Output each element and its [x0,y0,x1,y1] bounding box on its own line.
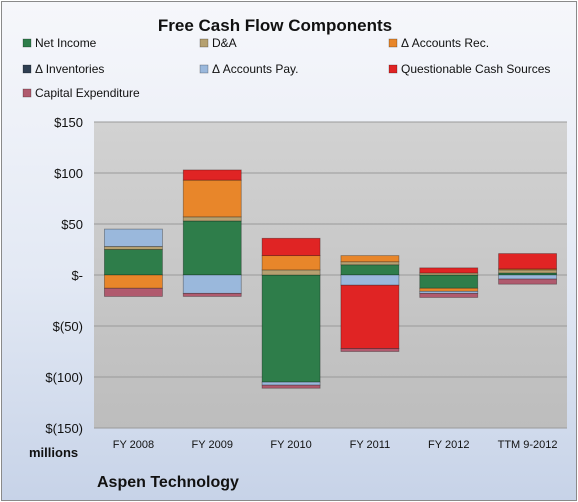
gridlines [94,121,567,429]
bar-capital-expenditure [104,287,163,297]
x-axis-ticks: FY 2008 FY 2009 FY 2010 FY 2011 FY 2012 TTM 9… [113,439,558,451]
bar-accounts-pay [261,381,321,386]
x-tick-label: FY 2012 [428,439,469,451]
bar-d-a [182,216,242,222]
bar-accounts-rec [419,287,479,292]
company-label: Aspen Technology [97,474,239,491]
bar-d-a [498,269,557,274]
y-tick-label: $50 [61,217,83,232]
x-tick-label: FY 2010 [270,439,311,451]
bar-questionable-cash-sources [182,169,242,181]
bar-capital-expenditure [498,278,557,285]
bar-capital-expenditure [182,292,242,297]
bar-questionable-cash-sources [498,253,557,270]
bar-capital-expenditure [419,292,479,298]
bar-accounts-pay [104,228,163,247]
bar-accounts-rec [104,274,163,289]
y-tick-label: $- [71,268,83,283]
legend-label-inventories: Δ Inventories [35,62,104,76]
legend-label-d-a: D&A [212,36,237,50]
unit-label: millions [29,445,78,460]
bar-d-a [340,261,400,266]
x-tick-label: FY 2011 [350,439,391,451]
legend-swatch-accounts-pay [199,64,209,74]
legend-swatch-d-a [199,38,209,48]
bar-accounts-rec [182,179,242,218]
y-tick-label: $150 [54,115,83,130]
bar-d-a [261,269,321,276]
legend-label-accounts-rec: Δ Accounts Rec. [401,36,489,50]
y-tick-label: $100 [54,166,83,181]
legend-swatch-accounts-rec [388,38,398,48]
bar-d-a [104,246,163,250]
bar-accounts-pay [498,274,557,280]
legend-label-accounts-pay: Δ Accounts Pay. [212,62,299,76]
bar-net-income [182,220,242,276]
legend-swatch-questionable-cash-sources [388,64,398,74]
bars [104,169,557,389]
y-tick-label: $(50) [53,319,83,334]
legend-label-questionable-cash-sources: Questionable Cash Sources [401,62,550,76]
chart-title: Free Cash Flow Components [158,16,392,35]
legend-label-capital-expenditure: Capital Expenditure [35,86,140,100]
bar-questionable-cash-sources [340,284,400,349]
bar-accounts-pay [340,274,400,286]
x-tick-label: TTM 9-2012 [498,439,558,451]
bar-accounts-rec [261,255,321,271]
bar-net-income [104,249,163,276]
y-tick-label: $(150) [45,421,83,436]
legend-swatch-capital-expenditure [22,88,32,98]
legend-swatch-inventories [22,64,32,74]
legend: Net Income D&A Δ Accounts Rec. Δ Inventorie… [22,36,550,100]
y-tick-label: $(100) [45,370,83,385]
x-tick-label: FY 2009 [192,439,233,451]
y-axis-ticks: $150 $100 $50 $- $(50) $(100) $(150) [45,115,83,436]
bar-capital-expenditure [340,348,400,352]
bar-capital-expenditure [261,384,321,389]
bar-accounts-pay [182,274,242,294]
bar-net-income [340,264,400,276]
bar-net-income [419,274,479,289]
x-tick-label: FY 2008 [113,439,154,451]
bar-net-income [261,274,321,383]
bar-accounts-rec [340,255,400,263]
legend-swatch-net-income [22,38,32,48]
legend-label-net-income: Net Income [35,36,97,50]
bar-questionable-cash-sources [419,267,479,274]
bar-questionable-cash-sources [261,237,321,257]
